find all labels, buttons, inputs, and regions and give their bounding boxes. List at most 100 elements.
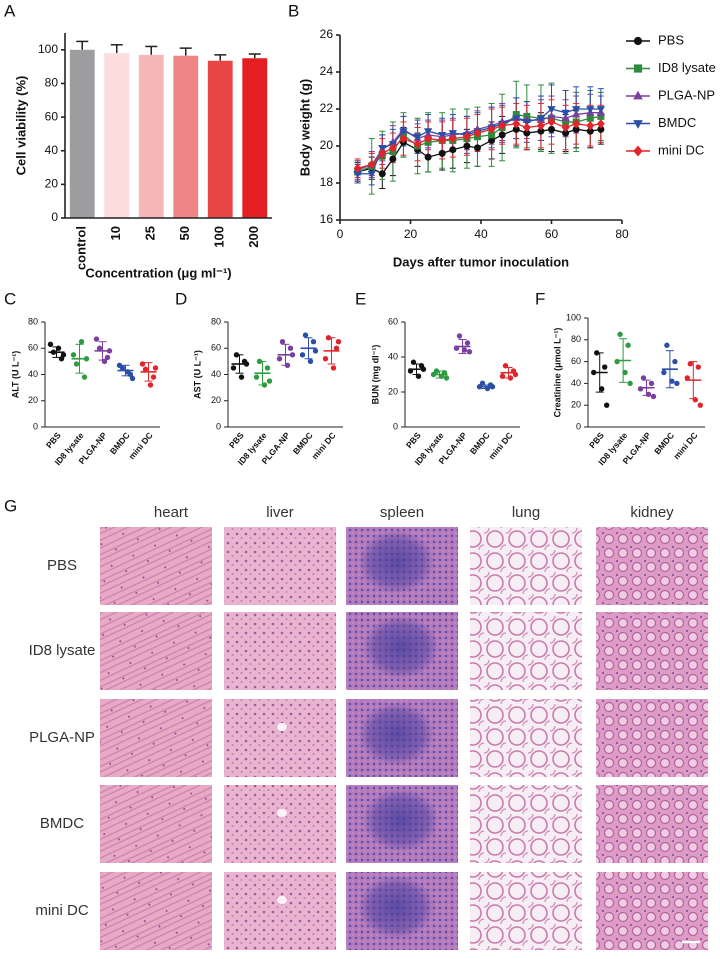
- legend-label: ID8 lysate: [658, 60, 716, 75]
- y-tick-label: 20: [28, 395, 38, 405]
- marker: [522, 119, 531, 127]
- tissue-image: [100, 785, 212, 863]
- tissue-image: [358, 875, 435, 940]
- data-point: [307, 358, 314, 365]
- x-tick-label: PBS: [227, 430, 246, 450]
- row-label: PLGA-NP: [29, 729, 95, 746]
- data-point: [645, 391, 652, 397]
- y-tick-label: 80: [571, 334, 581, 344]
- legend-marker: [633, 90, 643, 100]
- marker: [424, 133, 433, 144]
- tissue-image: [224, 872, 336, 950]
- y-tick-label: 0: [33, 421, 38, 431]
- marker: [388, 143, 397, 153]
- data-point: [230, 365, 237, 371]
- data-point: [142, 366, 149, 372]
- data-point: [507, 375, 514, 381]
- tissue-image: [358, 702, 435, 767]
- x-tick-label: PBS: [404, 430, 423, 450]
- panel-letter: D: [175, 289, 187, 308]
- marker: [423, 128, 433, 136]
- marker: [596, 106, 605, 114]
- marker: [378, 148, 387, 159]
- tissue-image: [224, 785, 336, 863]
- y-tick-label: 100: [38, 42, 58, 56]
- data-point: [93, 336, 100, 342]
- tissue-image: [596, 527, 708, 605]
- data-point: [664, 342, 670, 348]
- y-tick-label: 40: [28, 369, 38, 379]
- marker: [424, 153, 432, 161]
- marker: [449, 146, 457, 154]
- data-point: [104, 354, 111, 361]
- y-tick-label: 0: [576, 421, 581, 431]
- y-axis-label: ALT (U L⁻¹): [10, 351, 20, 399]
- marker: [536, 120, 545, 131]
- row-label: ID8 lysate: [29, 642, 96, 659]
- data-point: [322, 356, 329, 362]
- data-point: [430, 371, 437, 378]
- data-point: [302, 332, 309, 338]
- data-point: [253, 374, 260, 380]
- y-tick-label: 60: [28, 343, 38, 353]
- data-point: [684, 375, 690, 381]
- marker: [399, 133, 408, 144]
- data-point: [312, 348, 319, 354]
- x-tick-label: 25: [143, 226, 158, 240]
- marker: [487, 124, 496, 135]
- tissue-image: [277, 723, 287, 731]
- panel-letter: E: [355, 289, 366, 308]
- x-tick-label: 200: [246, 226, 261, 248]
- data-point: [78, 338, 85, 345]
- data-point: [70, 352, 77, 358]
- tissue-image: [362, 788, 439, 853]
- marker: [498, 131, 506, 139]
- tissue-image: [596, 699, 708, 777]
- column-header: lung: [512, 504, 540, 521]
- y-tick-label: 40: [571, 378, 581, 388]
- data-point: [591, 369, 597, 376]
- data-point: [279, 338, 286, 345]
- y-axis-label: Cell viability (%): [13, 76, 28, 176]
- data-point: [484, 385, 491, 392]
- row-label: BMDC: [40, 815, 84, 832]
- marker: [512, 115, 521, 123]
- data-point: [256, 358, 263, 365]
- x-tick-label: mini DC: [126, 430, 154, 461]
- marker: [448, 130, 457, 138]
- data-point: [604, 402, 610, 408]
- data-point: [333, 345, 340, 351]
- legend-label: mini DC: [658, 142, 704, 157]
- y-tick-label: 20: [211, 395, 221, 405]
- data-point: [147, 382, 154, 388]
- marker: [561, 113, 570, 122]
- row-label: mini DC: [35, 902, 89, 919]
- marker: [378, 144, 387, 153]
- data-point: [150, 374, 157, 380]
- data-point: [594, 350, 600, 356]
- data-point: [502, 363, 509, 369]
- data-point: [661, 369, 667, 376]
- y-tick-label: 60: [571, 356, 581, 366]
- tissue-image: [596, 785, 708, 863]
- data-point: [335, 338, 342, 345]
- marker: [462, 132, 471, 142]
- data-point: [464, 340, 471, 346]
- data-point: [60, 352, 67, 358]
- panel-letter: G: [4, 496, 17, 515]
- data-point: [276, 356, 283, 362]
- y-tick-label: 60: [211, 343, 221, 353]
- data-point: [672, 358, 678, 365]
- marker: [378, 170, 386, 178]
- x-tick-label: PBS: [587, 430, 606, 450]
- y-tick-label: 22: [320, 101, 334, 115]
- legend-label: PBS: [658, 32, 684, 47]
- data-point: [106, 348, 113, 354]
- legend-marker: [633, 64, 643, 73]
- bar: [104, 53, 130, 218]
- y-tick-label: 80: [211, 316, 221, 326]
- tissue-image: [100, 872, 212, 950]
- x-tick-label: 60: [545, 227, 559, 241]
- tissue-image: [224, 527, 336, 605]
